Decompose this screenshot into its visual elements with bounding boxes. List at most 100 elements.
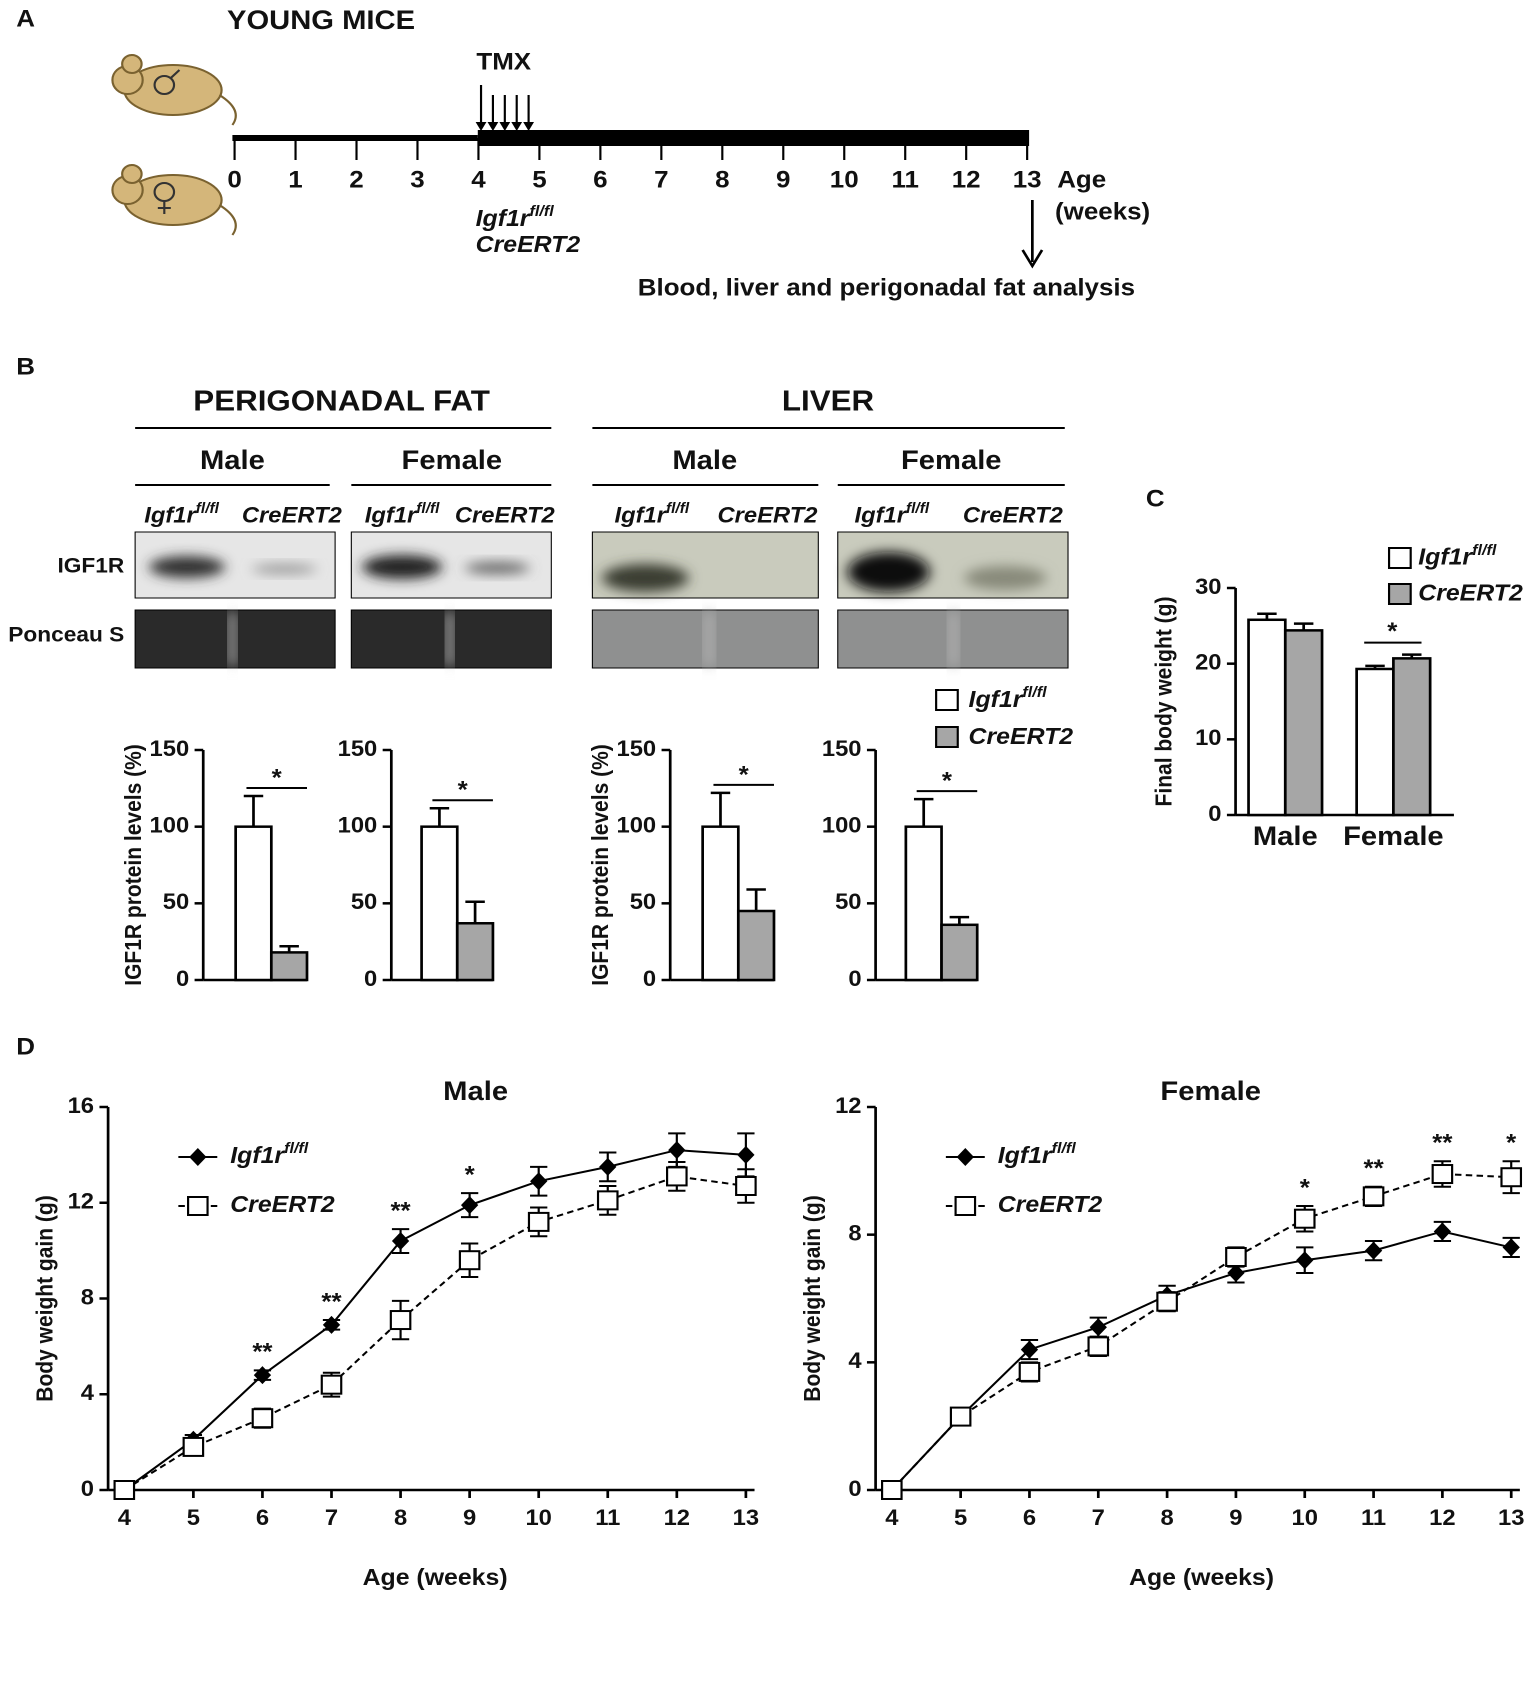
- data-point: [322, 1315, 341, 1334]
- y-tick-label: 12: [835, 1093, 861, 1118]
- legend-swatch: [935, 689, 959, 711]
- lane-label: Igf1rfl/fl: [615, 502, 691, 528]
- timeline-tick-label: 0: [227, 166, 241, 193]
- y-tick-label: 0: [643, 966, 656, 991]
- timeline-bar-treated: [477, 130, 1030, 146]
- timeline-tick-label: 1: [288, 166, 303, 193]
- tmx-arrowheads: [475, 122, 535, 131]
- y-tick-label: 50: [630, 889, 656, 914]
- mouse-line-label: CreERT2: [476, 232, 581, 258]
- data-point: [458, 1250, 481, 1271]
- bar: [1392, 657, 1432, 817]
- sex-header: Female: [901, 445, 1002, 475]
- tissue-header: PERIGONADAL FAT: [193, 386, 490, 418]
- y-tick-label: 150: [150, 736, 190, 761]
- chart-title: Female: [1160, 1076, 1261, 1106]
- data-point: [666, 1166, 688, 1187]
- gene-name: CreERT2: [998, 1192, 1103, 1218]
- panel-label: B: [16, 353, 35, 380]
- timeline-title: YOUNG MICE: [227, 5, 415, 35]
- timeline-tick-label: 3: [410, 166, 424, 193]
- legend-label: Igf1rfl/fl: [230, 1140, 309, 1168]
- y-tick-label: 0: [176, 966, 189, 991]
- data-point: [1431, 1164, 1454, 1185]
- data-point: [1020, 1340, 1039, 1359]
- significance-mark: *: [465, 1161, 475, 1188]
- legend-label: CreERT2: [998, 1192, 1103, 1218]
- tmx-arrows: [479, 85, 530, 128]
- gene-superscript: fl/fl: [1052, 1140, 1077, 1156]
- data-point: [113, 1480, 136, 1500]
- data-point: [251, 1408, 274, 1429]
- legend-label: Igf1rfl/fl: [998, 1140, 1077, 1168]
- bar: [455, 922, 495, 982]
- gene-label: Igf1rfl/fl: [476, 203, 555, 231]
- bar: [904, 825, 943, 982]
- y-axis-label: IGF1R protein levels (%): [120, 744, 146, 985]
- x-tick-label: 9: [1229, 1505, 1242, 1530]
- gene-superscript: fl/fl: [284, 1140, 309, 1156]
- series-line: [890, 1230, 1512, 1491]
- y-tick-label: 100: [150, 812, 190, 837]
- significance-mark: **: [1363, 1155, 1383, 1182]
- y-tick-label: 0: [848, 966, 861, 991]
- gene-name: CreERT2: [963, 503, 1063, 528]
- legend-label: CreERT2: [230, 1192, 335, 1218]
- timeline-tick-label: 5: [532, 166, 547, 193]
- gene-superscript: fl/fl: [666, 502, 690, 517]
- timeline-tick-label: 8: [715, 166, 730, 193]
- data-point: [1293, 1208, 1316, 1229]
- data-point: [320, 1374, 343, 1395]
- gene-name: CreERT2: [969, 724, 1074, 750]
- x-tick-label: 6: [256, 1505, 269, 1530]
- panel-label: D: [16, 1033, 35, 1060]
- gene-name: Igf1r: [615, 503, 668, 528]
- data-point: [389, 1310, 412, 1331]
- data-point: [1362, 1186, 1385, 1207]
- bar: [269, 951, 309, 982]
- endpoint-arrowhead: [1021, 249, 1044, 269]
- gene-name: Igf1r: [476, 206, 532, 232]
- y-tick-label: 0: [848, 1476, 861, 1501]
- series-line: [123, 1175, 747, 1491]
- x-tick-label: 10: [525, 1505, 551, 1530]
- legend-label: Igf1rfl/fl: [1418, 542, 1497, 570]
- gene-name: CreERT2: [1418, 581, 1523, 607]
- blot-row-label: Ponceau S: [8, 622, 124, 646]
- data-point: [1225, 1247, 1247, 1268]
- data-point: [1500, 1167, 1523, 1188]
- panel-label: A: [16, 5, 35, 32]
- gene-name: CreERT2: [455, 503, 555, 528]
- timeline-tick-label: 13: [1013, 166, 1042, 193]
- significance-mark: *: [1506, 1129, 1516, 1156]
- x-tick-label: 8: [1160, 1505, 1173, 1530]
- x-tick-label: 9: [463, 1505, 476, 1530]
- legend-marker: [189, 1148, 207, 1166]
- series-line: [123, 1149, 746, 1491]
- y-axis-label: Body weight gain (g): [32, 1195, 58, 1401]
- timeline-axis-unit: (weeks): [1055, 198, 1150, 225]
- data-point: [1296, 1251, 1314, 1270]
- bar: [420, 825, 459, 982]
- data-point: [1433, 1222, 1452, 1241]
- bar: [1247, 618, 1287, 817]
- timeline-tick-label: 12: [952, 166, 981, 193]
- data-point: [182, 1436, 205, 1457]
- x-tick-label: 7: [325, 1505, 338, 1530]
- y-tick-label: 30: [1195, 574, 1221, 599]
- y-tick-label: 50: [835, 889, 861, 914]
- y-axis-label: Body weight gain (g): [799, 1195, 825, 1401]
- y-tick-label: 100: [822, 812, 862, 837]
- y-axis-label: IGF1R protein levels (%): [587, 744, 613, 985]
- legend-label: CreERT2: [1418, 581, 1523, 607]
- legend-swatch: [1387, 583, 1412, 605]
- legend-label: Igf1rfl/fl: [969, 684, 1048, 712]
- lane-label: CreERT2: [963, 503, 1063, 528]
- y-tick-label: 8: [81, 1284, 94, 1309]
- timeline-tick-label: 10: [830, 166, 859, 193]
- data-point: [596, 1190, 619, 1211]
- y-tick-label: 100: [338, 812, 378, 837]
- data-point: [668, 1141, 686, 1160]
- x-tick-label: 5: [187, 1505, 200, 1530]
